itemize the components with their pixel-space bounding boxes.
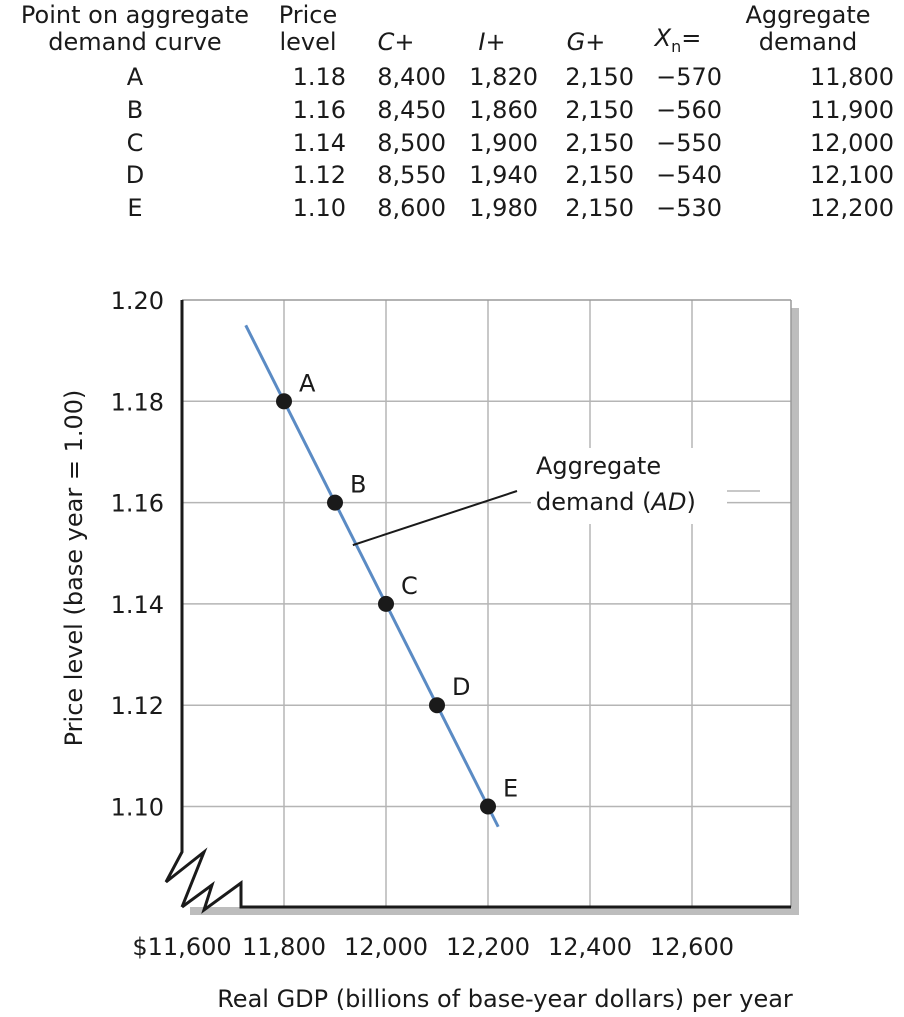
header-x-eq: = bbox=[681, 24, 702, 53]
cell-x: −560 bbox=[656, 95, 722, 124]
cell-g: 2,150 bbox=[565, 161, 634, 190]
y-tick-label: 1.12 bbox=[111, 692, 164, 720]
cell-i: 1,860 bbox=[469, 95, 538, 124]
y-tick-label: 1.14 bbox=[111, 591, 164, 619]
data-point-b bbox=[327, 494, 343, 511]
y-tick-label: 1.18 bbox=[111, 388, 164, 416]
data-point-label-d: D bbox=[452, 673, 470, 701]
cell-c: 8,600 bbox=[377, 194, 446, 223]
annotation-italic-ad: AD bbox=[650, 488, 687, 516]
annotation-close: ) bbox=[686, 488, 695, 516]
cell-i: 1,820 bbox=[469, 62, 538, 91]
table-row: D 1.12 8,550 1,940 2,150 −540 12,100 bbox=[0, 160, 894, 193]
annotation-line-2: demand (AD) bbox=[536, 488, 696, 516]
header-ad-line1: Aggregate bbox=[745, 1, 871, 29]
data-point-label-c: C bbox=[401, 572, 418, 600]
data-point-label-b: B bbox=[350, 471, 366, 499]
cell-ad: 11,800 bbox=[810, 62, 894, 91]
table-row: C 1.14 8,500 1,900 2,150 −550 12,000 bbox=[0, 128, 894, 161]
cell-price: 1.14 bbox=[292, 128, 346, 157]
y-tick-label: 1.20 bbox=[111, 287, 164, 315]
cell-i: 1,980 bbox=[469, 194, 538, 223]
header-price-level: Price level bbox=[270, 2, 346, 62]
cell-ad: 11,900 bbox=[810, 95, 894, 124]
header-consumption: C+ bbox=[377, 27, 415, 56]
cell-c: 8,550 bbox=[377, 161, 446, 190]
cell-price: 1.12 bbox=[292, 161, 346, 190]
data-point-d bbox=[429, 697, 445, 714]
x-tick-label: 12,200 bbox=[446, 933, 530, 961]
cell-c: 8,500 bbox=[377, 128, 446, 157]
y-tick-label: 1.16 bbox=[111, 490, 164, 518]
cell-c: 8,450 bbox=[377, 95, 446, 124]
x-axis-line bbox=[181, 880, 791, 914]
header-point-line2: demand curve bbox=[48, 27, 222, 56]
cell-i: 1,900 bbox=[469, 128, 538, 157]
cell-ad: 12,100 bbox=[810, 161, 894, 190]
cell-point: E bbox=[127, 194, 143, 223]
cell-x: −530 bbox=[656, 194, 722, 223]
table-header-row: Point on aggregate demand curve Price le… bbox=[0, 2, 894, 62]
cell-g: 2,150 bbox=[565, 194, 634, 223]
header-point: Point on aggregate demand curve bbox=[0, 2, 270, 62]
header-x-main: X bbox=[654, 24, 672, 53]
cell-ad: 12,200 bbox=[810, 194, 894, 223]
y-axis-title: Price level (base year = 1.00) bbox=[60, 390, 88, 747]
data-point-label-e: E bbox=[503, 775, 518, 803]
cell-price: 1.16 bbox=[292, 95, 346, 124]
annotation-line-1: Aggregate bbox=[536, 452, 661, 480]
header-aggregate-demand: Aggregate demand bbox=[722, 2, 894, 62]
header-x-sub: n bbox=[671, 36, 682, 56]
aggregate-demand-schedule-table: Point on aggregate demand curve Price le… bbox=[0, 2, 894, 226]
cell-price: 1.18 bbox=[292, 62, 346, 91]
cell-price: 1.10 bbox=[292, 194, 346, 223]
header-investment: I+ bbox=[478, 27, 506, 56]
y-tick-label: 1.10 bbox=[111, 794, 164, 822]
cell-x: −550 bbox=[656, 128, 722, 157]
y-axis-line bbox=[164, 300, 208, 908]
cell-point: D bbox=[125, 161, 145, 190]
cell-point: A bbox=[126, 62, 144, 91]
annotation-background bbox=[531, 448, 727, 524]
x-axis-title: Real GDP (billions of base-year dollars)… bbox=[217, 985, 793, 1013]
table-row: A 1.18 8,400 1,820 2,150 −570 11,800 bbox=[0, 62, 894, 95]
x-tick-label: $11,600 bbox=[132, 933, 231, 961]
cell-g: 2,150 bbox=[565, 62, 634, 91]
cell-x: −540 bbox=[656, 161, 722, 190]
header-point-line1: Point on aggregate bbox=[20, 1, 250, 29]
data-point-a bbox=[276, 393, 292, 410]
annotation-text: demand ( bbox=[536, 488, 652, 516]
header-government: G+ bbox=[566, 27, 606, 56]
header-price-line2: level bbox=[279, 27, 337, 56]
annotation-leader-line bbox=[352, 490, 518, 547]
table-row: E 1.10 8,600 1,980 2,150 −530 12,200 bbox=[0, 193, 894, 226]
cell-point: B bbox=[126, 95, 144, 124]
x-tick-label: 12,600 bbox=[650, 933, 734, 961]
x-tick-label: 12,000 bbox=[344, 933, 428, 961]
x-tick-label: 11,800 bbox=[242, 933, 326, 961]
data-point-e bbox=[480, 798, 496, 815]
header-price-line1: Price bbox=[278, 1, 338, 29]
cell-g: 2,150 bbox=[565, 128, 634, 157]
cell-ad: 12,000 bbox=[810, 128, 894, 157]
header-net-exports: Xn= bbox=[634, 2, 722, 62]
aggregate-demand-line bbox=[244, 324, 500, 828]
cell-point: C bbox=[126, 128, 144, 157]
data-point-c bbox=[378, 595, 394, 612]
table-row: B 1.16 8,450 1,860 2,150 −560 11,900 bbox=[0, 95, 894, 128]
x-tick-label: 12,400 bbox=[548, 933, 632, 961]
cell-c: 8,400 bbox=[377, 62, 446, 91]
cell-i: 1,940 bbox=[469, 161, 538, 190]
header-ad-line2: demand bbox=[758, 27, 858, 56]
cell-g: 2,150 bbox=[565, 95, 634, 124]
data-point-label-a: A bbox=[299, 369, 316, 397]
cell-x: −570 bbox=[656, 62, 722, 91]
